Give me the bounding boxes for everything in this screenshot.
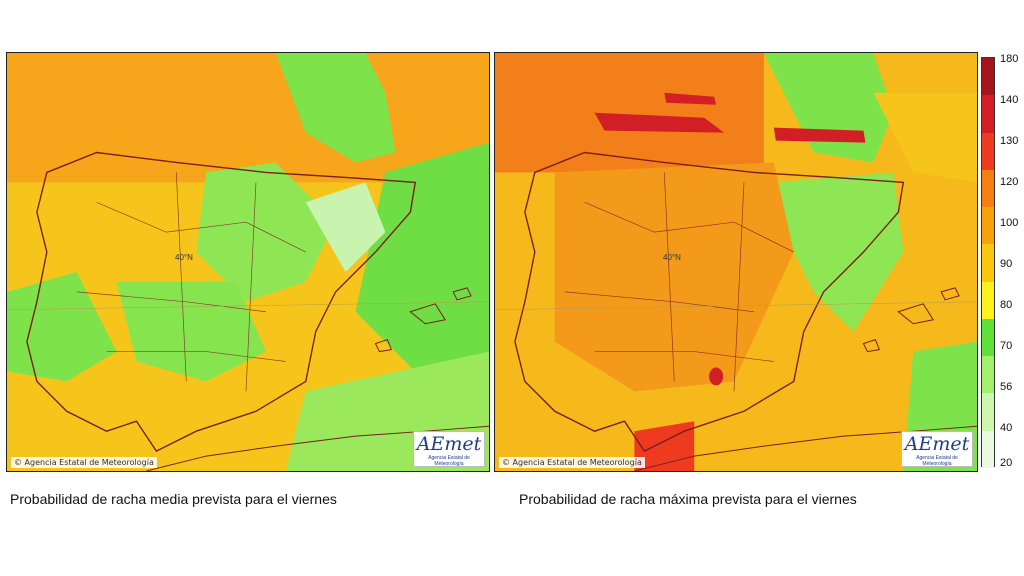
map-mean-gust: 40°N © Agencia Estatal de Meteorología A…	[6, 52, 490, 472]
legend-swatch	[982, 356, 994, 394]
legend-swatch	[982, 281, 994, 320]
legend-tick-label: 180	[1000, 53, 1019, 65]
copyright-credit: © Agencia Estatal de Meteorología	[11, 457, 157, 468]
map-max-gust: 40°N © Agencia Estatal de Meteorología A…	[494, 52, 978, 472]
legend-tick-label: 120	[1000, 176, 1019, 188]
map-max-gust-field	[495, 53, 977, 471]
aemet-logo: AEmet Agencia Estatal de Meteorología	[413, 431, 485, 467]
logo-subtitle: Agencia Estatal de Meteorología	[428, 455, 470, 467]
caption-mean-gust: Probabilidad de racha media prevista par…	[10, 491, 337, 507]
legend-tick-label: 80	[1000, 299, 1013, 311]
legend-swatch	[982, 393, 994, 432]
legend-tick-label: 90	[1000, 258, 1013, 270]
legend-tick-label: 100	[1000, 217, 1019, 229]
legend-swatch	[982, 58, 994, 96]
legend-swatch	[982, 430, 994, 469]
legend-swatch	[982, 95, 994, 134]
legend-colorbar	[981, 57, 995, 469]
map-grid-label: 40°N	[175, 253, 193, 262]
logo-text: AEmet	[904, 433, 970, 455]
legend-tick-label: 40	[1000, 422, 1013, 434]
legend-swatch	[982, 207, 994, 245]
map-mean-gust-field	[7, 53, 489, 471]
aemet-logo: AEmet Agencia Estatal de Meteorología	[901, 431, 973, 467]
legend-tick-label: 140	[1000, 94, 1019, 106]
legend-tick-label: 70	[1000, 340, 1013, 352]
legend-tick-label: 56	[1000, 381, 1013, 393]
legend-swatch	[982, 244, 994, 283]
legend-swatch	[982, 132, 994, 171]
map-grid-label: 40°N	[663, 253, 681, 262]
logo-subtitle: Agencia Estatal de Meteorología	[916, 455, 958, 467]
caption-max-gust: Probabilidad de racha máxima prevista pa…	[519, 491, 857, 507]
legend-tick-label: 20	[1000, 457, 1013, 469]
copyright-credit: © Agencia Estatal de Meteorología	[499, 457, 645, 468]
logo-text: AEmet	[416, 433, 482, 455]
legend-tick-label: 130	[1000, 135, 1019, 147]
legend-swatch	[982, 169, 994, 208]
legend-swatch	[982, 318, 994, 357]
